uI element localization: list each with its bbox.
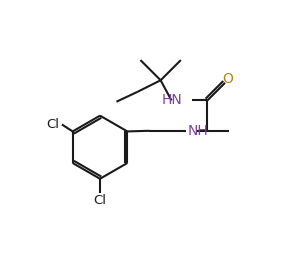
Text: HN: HN bbox=[161, 93, 182, 107]
Text: O: O bbox=[223, 72, 234, 86]
Text: NH: NH bbox=[187, 124, 208, 138]
Text: Cl: Cl bbox=[46, 118, 59, 131]
Text: Cl: Cl bbox=[94, 195, 107, 208]
